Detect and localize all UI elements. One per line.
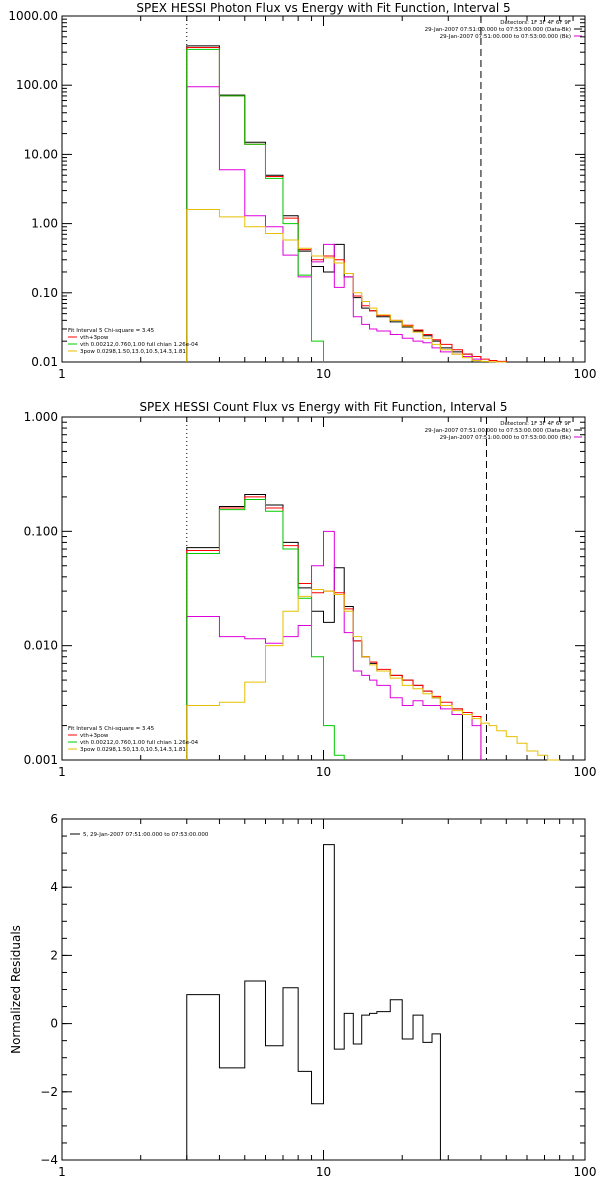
x-tick-label: 1 [58, 367, 66, 381]
x-tick-label: 10 [316, 1165, 331, 1179]
legend-top-entry: 29-Jan-2007 07:51:00.000 to 07:53:00.000… [425, 428, 571, 434]
x-tick-label: 10 [316, 367, 331, 381]
y-tick-label: 2 [50, 948, 58, 962]
x-tick-label: 100 [574, 367, 597, 381]
y-tick-label: −4 [40, 1153, 58, 1167]
series-line-5 [186, 588, 560, 761]
y-tick-label: 1000.00 [8, 9, 58, 23]
y-tick-label: 0.10 [31, 286, 58, 300]
x-tick-label: 1 [58, 1165, 66, 1179]
y-tick-label: 0.010 [24, 639, 58, 653]
legend-top-entry: Detectors: 1F 3F 4F 6F 9F [500, 20, 571, 26]
y-tick-label: 0.001 [24, 753, 58, 767]
series-line-5 [186, 208, 507, 363]
legend-bottom-entry: Fit Interval 5 Chi-square = 3.45 [68, 328, 155, 334]
y-tick-label: 100.00 [16, 78, 58, 92]
y-tick-label: 1.000 [24, 410, 58, 424]
series-line-1 [186, 45, 473, 362]
chart-title: SPEX HESSI Count Flux vs Energy with Fit… [139, 400, 507, 414]
y-tick-label: −2 [40, 1085, 58, 1099]
legend-bottom-entry: 3pow 0.0298,1.50,13.0,10.5,14.3,1.81 [80, 349, 186, 355]
y-tick-label: 6 [50, 812, 58, 826]
y-tick-label: 10.00 [24, 147, 58, 161]
legend-bottom-entry: vth 0.00212,0.760,1.00 full chian 1.26e-… [80, 740, 199, 746]
series-line-4 [186, 48, 324, 362]
x-tick-label: 100 [574, 765, 597, 779]
y-tick-label: 4 [50, 880, 58, 894]
legend-bottom-entry: vth 0.00212,0.760,1.00 full chian 1.26e-… [80, 342, 199, 348]
series-line-3 [186, 530, 482, 760]
x-tick-label: 10 [316, 765, 331, 779]
series-line-4 [186, 498, 345, 760]
y-tick-label: 0.100 [24, 524, 58, 538]
chart-panel-2: SPEX HESSI Count Flux vs Energy with Fit… [24, 400, 597, 779]
legend-top-entry: 29-Jan-2007 07:51:00.000 to 07:53:00.000… [425, 27, 571, 33]
legend-corner-entry: 5, 29-Jan-2007 07:51:00.000 to 07:53:00.… [83, 832, 209, 838]
chart-panel-1: SPEX HESSI Photon Flux vs Energy with Fi… [8, 1, 596, 381]
series-line-1 [186, 493, 463, 760]
x-tick-label: 1 [58, 765, 66, 779]
chart-panel-3: Normalized Residuals 1 10 100 −4 −2 0 2 4 6 5, 29-… [9, 812, 596, 1179]
y-axis-label: Normalized Residuals [9, 925, 23, 1054]
series-line-1 [186, 844, 441, 1160]
legend-bottom-entry: vth+3pow [80, 335, 109, 341]
chart-title: SPEX HESSI Photon Flux vs Energy with Fi… [136, 1, 510, 15]
plot-frame [61, 15, 586, 363]
y-tick-label: 0.01 [31, 355, 58, 369]
x-tick-label: 100 [574, 1165, 597, 1179]
legend-top-entry: 29-Jan-2007 07:51:00.000 to 07:53:00.000… [440, 435, 571, 441]
legend-top-entry: 29-Jan-2007 07:51:00.000 to 07:53:00.000… [440, 34, 571, 40]
legend-bottom-entry: Fit Interval 5 Chi-square = 3.45 [68, 726, 155, 732]
series-line-3 [186, 86, 482, 362]
y-tick-label: 0 [50, 1017, 58, 1031]
y-tick-label: 1.00 [31, 217, 58, 231]
legend-bottom-entry: 3pow 0.0298,1.50,13.0,10.5,14.3,1.81 [80, 747, 186, 753]
legend-top-entry: Detectors: 1F 3F 4F 6F 9F [500, 421, 571, 427]
legend-bottom-entry: vth+3pow [80, 733, 109, 739]
